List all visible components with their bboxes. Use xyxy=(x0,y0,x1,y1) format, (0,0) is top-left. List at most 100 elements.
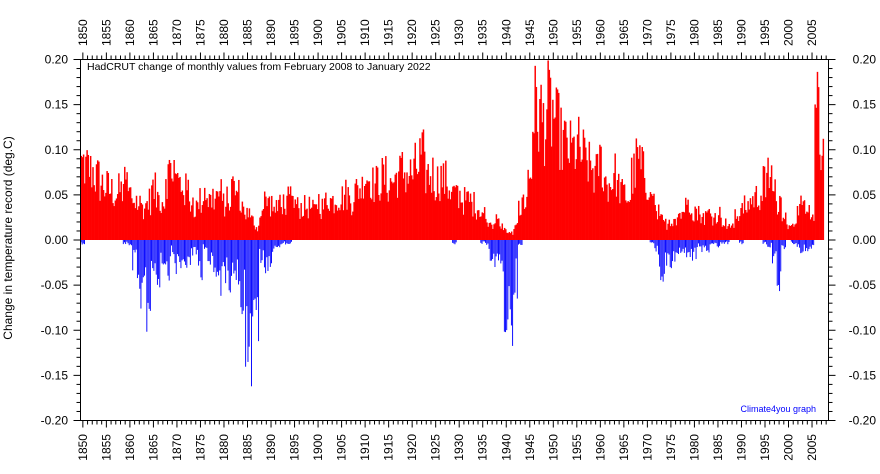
bar-positive xyxy=(619,203,621,240)
bar-negative xyxy=(489,240,491,261)
bar-negative xyxy=(650,240,652,243)
bar-positive xyxy=(512,234,514,240)
bar-positive xyxy=(719,206,721,240)
bar-positive xyxy=(283,208,286,240)
bar-positive xyxy=(764,197,767,240)
bar-positive xyxy=(819,154,821,240)
bar-positive xyxy=(700,223,702,240)
bar-positive xyxy=(169,163,172,240)
bar-positive xyxy=(193,217,195,240)
bar-negative xyxy=(239,240,241,282)
bar-negative xyxy=(659,240,661,267)
bar-positive xyxy=(770,165,773,240)
bar-negative xyxy=(282,240,284,243)
bar-positive xyxy=(302,215,305,240)
bar-negative xyxy=(715,240,717,244)
bar-positive xyxy=(206,198,208,240)
bar-negative xyxy=(668,240,670,255)
bar-negative xyxy=(213,240,215,273)
bar-positive xyxy=(589,160,592,240)
bar-positive xyxy=(274,212,277,240)
bar-positive xyxy=(468,202,471,240)
bar-positive xyxy=(525,207,527,240)
bar-negative xyxy=(514,240,516,293)
bar-positive xyxy=(231,179,233,240)
bar-positive xyxy=(665,218,667,240)
bar-positive xyxy=(112,203,114,240)
bar-positive xyxy=(455,185,458,240)
bar-positive xyxy=(429,176,432,240)
bar-positive xyxy=(149,215,152,240)
bar-negative xyxy=(490,240,492,261)
bar-positive xyxy=(769,177,772,240)
bar-positive xyxy=(761,201,763,240)
bar-positive xyxy=(602,191,605,240)
bar-positive xyxy=(267,198,269,240)
bar-positive xyxy=(403,172,406,240)
bar-negative xyxy=(452,240,454,243)
bar-positive xyxy=(570,142,573,240)
bar-negative xyxy=(513,240,515,295)
bar-negative xyxy=(251,240,252,387)
y-tick-label-right: -0.05 xyxy=(849,278,877,292)
bar-positive xyxy=(773,191,775,240)
bar-positive xyxy=(627,201,629,240)
bar-negative xyxy=(662,240,664,282)
bar-positive xyxy=(382,164,385,240)
bar-negative xyxy=(726,240,728,242)
bar-negative xyxy=(220,240,222,296)
bar-positive xyxy=(195,200,198,240)
bar-negative xyxy=(505,240,507,333)
bar-negative xyxy=(809,240,811,247)
x-tick-label-bottom: 1905 xyxy=(335,434,349,461)
bar-positive xyxy=(459,190,461,240)
bar-positive xyxy=(594,165,596,240)
bar-positive xyxy=(265,196,267,240)
bar-positive xyxy=(332,195,334,240)
bar-positive xyxy=(693,221,695,240)
bar-negative xyxy=(246,240,248,307)
bar-positive xyxy=(546,109,548,240)
bar-positive xyxy=(707,210,709,240)
bar-positive xyxy=(289,186,292,240)
bar-positive xyxy=(681,211,683,240)
bar-positive xyxy=(776,214,779,240)
bar-negative xyxy=(160,240,162,253)
bar-positive xyxy=(582,129,585,240)
bar-negative xyxy=(675,240,677,253)
bar-negative xyxy=(506,240,508,331)
bar-positive xyxy=(93,185,95,240)
bar-positive xyxy=(772,190,774,240)
bar-positive xyxy=(583,137,586,240)
bar-negative xyxy=(152,240,154,269)
bar-negative xyxy=(206,240,208,248)
bar-negative xyxy=(216,240,218,272)
bar-negative xyxy=(480,240,482,243)
bar-positive xyxy=(687,199,689,240)
bar-positive xyxy=(375,165,378,240)
bar-positive xyxy=(426,169,428,240)
bar-positive xyxy=(415,168,418,240)
bar-positive xyxy=(211,207,213,240)
bar-positive xyxy=(323,198,326,240)
bar-positive xyxy=(313,204,315,240)
y-tick-label-right: 0.10 xyxy=(853,143,877,157)
bar-positive xyxy=(346,209,348,240)
bar-positive xyxy=(320,219,322,240)
bar-positive xyxy=(668,219,671,240)
bar-positive xyxy=(412,179,414,240)
bar-positive xyxy=(295,204,298,240)
bar-positive xyxy=(545,139,547,240)
bar-positive xyxy=(759,210,761,240)
bar-positive xyxy=(774,179,776,240)
x-tick-label-bottom: 1990 xyxy=(734,434,748,461)
bar-positive xyxy=(387,201,389,240)
bar-positive xyxy=(141,204,144,240)
bar-positive xyxy=(520,214,522,240)
bar-positive xyxy=(722,225,725,240)
bar-positive xyxy=(739,216,741,240)
bar-negative xyxy=(481,240,483,244)
bar-positive xyxy=(500,228,502,240)
y-axis-labels-left: 0.20 0.15 0.10 0.05 0.00 -0.05 -0.10 -0.15 -0.20 xyxy=(41,53,69,428)
